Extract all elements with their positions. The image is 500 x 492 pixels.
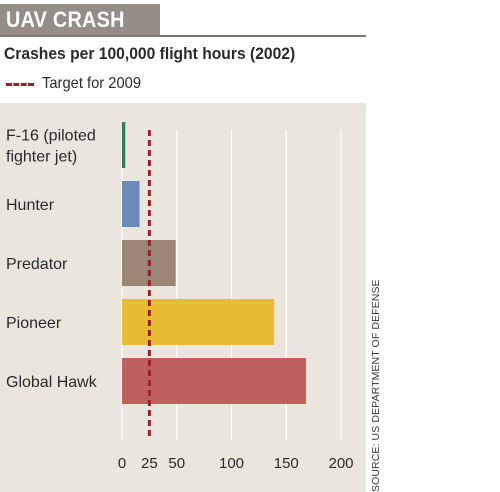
title-box: UAV CRASH RATES: [0, 4, 160, 58]
legend-label: Target for 2009: [42, 75, 142, 92]
x-tick-label: 150: [274, 455, 299, 472]
x-tick-label: 25: [141, 455, 158, 472]
bar-1: [122, 181, 140, 227]
category-label: Predator: [6, 256, 68, 273]
legend: Target for 2009: [6, 75, 150, 93]
category-label: F-16 (piloted: [6, 128, 96, 145]
category-label: Global Hawk: [6, 374, 98, 391]
x-tick-label: 0: [118, 455, 126, 472]
category-label: Pioneer: [6, 315, 62, 332]
target-line-swatch: [6, 82, 34, 86]
bar-0: [122, 122, 126, 168]
chart-subtitle: Crashes per 100,000 flight hours (2002): [4, 44, 296, 63]
category-label: fighter jet): [6, 149, 77, 166]
bar-3: [122, 299, 275, 345]
chart-panel: [0, 103, 366, 492]
category-label: Hunter: [6, 197, 55, 214]
x-tick-label: 100: [219, 455, 244, 472]
chart-title: UAV CRASH RATES: [6, 7, 125, 58]
bar-4: [122, 358, 306, 404]
title-divider: [0, 35, 366, 37]
x-tick-label: 200: [328, 455, 353, 472]
x-tick-label: 50: [168, 455, 185, 472]
